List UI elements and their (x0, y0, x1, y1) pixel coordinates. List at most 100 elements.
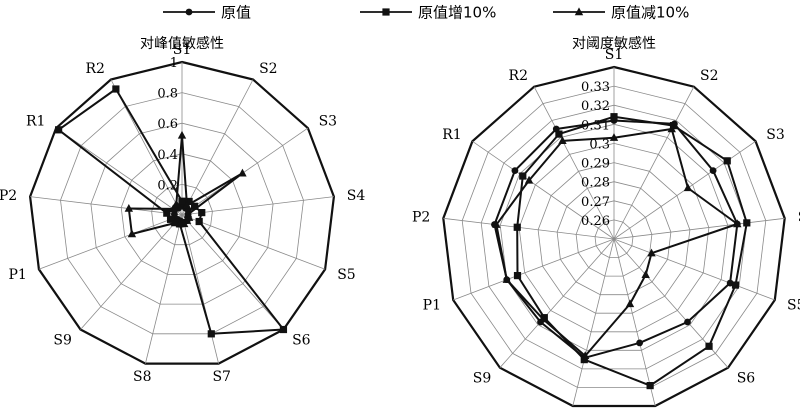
series-line (495, 128, 739, 357)
data-point (625, 299, 635, 308)
data-point (182, 200, 192, 209)
data-point (647, 248, 656, 257)
spoke (80, 214, 183, 330)
axis-label-s7: S7 (212, 369, 231, 385)
data-point (279, 325, 288, 334)
grid-ring (461, 85, 767, 388)
spoke (145, 214, 183, 364)
series-line (516, 115, 748, 387)
data-point (709, 167, 717, 175)
legend-marker (574, 7, 584, 16)
outer-ring (28, 60, 336, 365)
axis-label-s1: S1 (173, 42, 192, 58)
spoke (472, 140, 615, 240)
data-point (178, 197, 186, 205)
spoke (30, 196, 183, 216)
data-point (168, 204, 178, 213)
data-point (112, 85, 120, 93)
spoke (613, 86, 695, 240)
tick-label: 0.2 (157, 178, 178, 193)
tick-label: 0.33 (581, 80, 610, 95)
tick-label: 1 (170, 56, 178, 71)
spoke (38, 214, 183, 270)
data-point (580, 351, 590, 360)
spoke (181, 214, 284, 330)
legend: 原值 原值增10% 原值减10% (163, 4, 689, 22)
data-point (513, 223, 521, 231)
data-point (669, 122, 678, 130)
tick-label: 0.8 (157, 87, 178, 102)
tick-label: 0.27 (581, 195, 610, 210)
axis-label-r1: R1 (26, 114, 45, 130)
data-point (646, 381, 654, 390)
data-point (610, 113, 618, 121)
legend-label: 原值 (221, 4, 251, 22)
data-point (731, 281, 740, 289)
series-triangle (124, 130, 247, 238)
peak-sensitivity-radar: 对峰值敏感性 0.2 0.4 0.6 0.8 1S1 S2 S3 S4 S5 S6 S7 S8 S9 P1 P… (0, 35, 365, 385)
data-point (636, 339, 644, 347)
data-point (538, 314, 548, 323)
axis-label-s9: S9 (53, 332, 72, 348)
legend-item: 原值增10% (360, 4, 496, 22)
data-point (198, 209, 206, 217)
grid-ring (480, 104, 748, 370)
legend-marker (185, 8, 193, 16)
axis-label-r2: R2 (509, 68, 528, 84)
spoke (453, 238, 615, 301)
data-point (558, 136, 567, 145)
data-point (502, 275, 511, 283)
data-point (238, 168, 247, 177)
spoke (181, 79, 254, 216)
spoke (443, 217, 615, 240)
data-point (170, 218, 180, 227)
data-point (743, 219, 751, 227)
axis-label-p2: P2 (0, 188, 17, 204)
data-point (166, 215, 175, 223)
axis-label-r1: R1 (442, 127, 461, 143)
spoke (572, 238, 615, 407)
data-point (667, 124, 676, 133)
grid-ring (537, 162, 691, 314)
spoke (613, 238, 656, 407)
series-triangle (492, 124, 742, 360)
spoke (499, 238, 615, 368)
data-point (641, 270, 650, 278)
axis-label-s4: S4 (798, 210, 800, 226)
axis-label-s2: S2 (259, 61, 278, 77)
series-line (493, 119, 739, 359)
spoke (613, 217, 785, 240)
grid-ring (594, 219, 634, 259)
data-point (195, 217, 203, 226)
data-point (524, 175, 534, 184)
tick-label: 0.6 (157, 117, 178, 132)
data-point (684, 318, 691, 326)
axis-label-s4: S4 (347, 188, 366, 204)
axis-label-s1: S1 (605, 47, 624, 63)
axis-label-s2: S2 (700, 68, 719, 84)
legend-label: 原值减10% (611, 4, 689, 22)
spoke (181, 214, 219, 364)
data-point (726, 279, 734, 287)
legend-item: 原值减10% (553, 4, 689, 22)
threshold-sensitivity-radar: 对阈度敏感性0.260.270.280.290.30.310.320.33S1S… (412, 35, 800, 408)
outer-ring (442, 65, 786, 408)
data-point (124, 203, 134, 212)
tick-label: 0.32 (581, 99, 610, 114)
spoke (181, 127, 309, 216)
data-point (127, 229, 137, 238)
data-point (683, 183, 693, 192)
chart-title: 对峰值敏感性 (140, 35, 224, 52)
axis-label-p1: P1 (8, 267, 26, 283)
tick-label: 0.28 (581, 176, 610, 191)
data-point (177, 130, 187, 139)
data-point (492, 220, 501, 228)
spoke (55, 127, 183, 216)
data-point (519, 172, 527, 180)
axis-label-p1: P1 (423, 298, 441, 314)
data-point (511, 167, 519, 175)
data-point (723, 157, 731, 165)
axis-label-r2: R2 (85, 61, 104, 77)
spoke (613, 238, 775, 301)
